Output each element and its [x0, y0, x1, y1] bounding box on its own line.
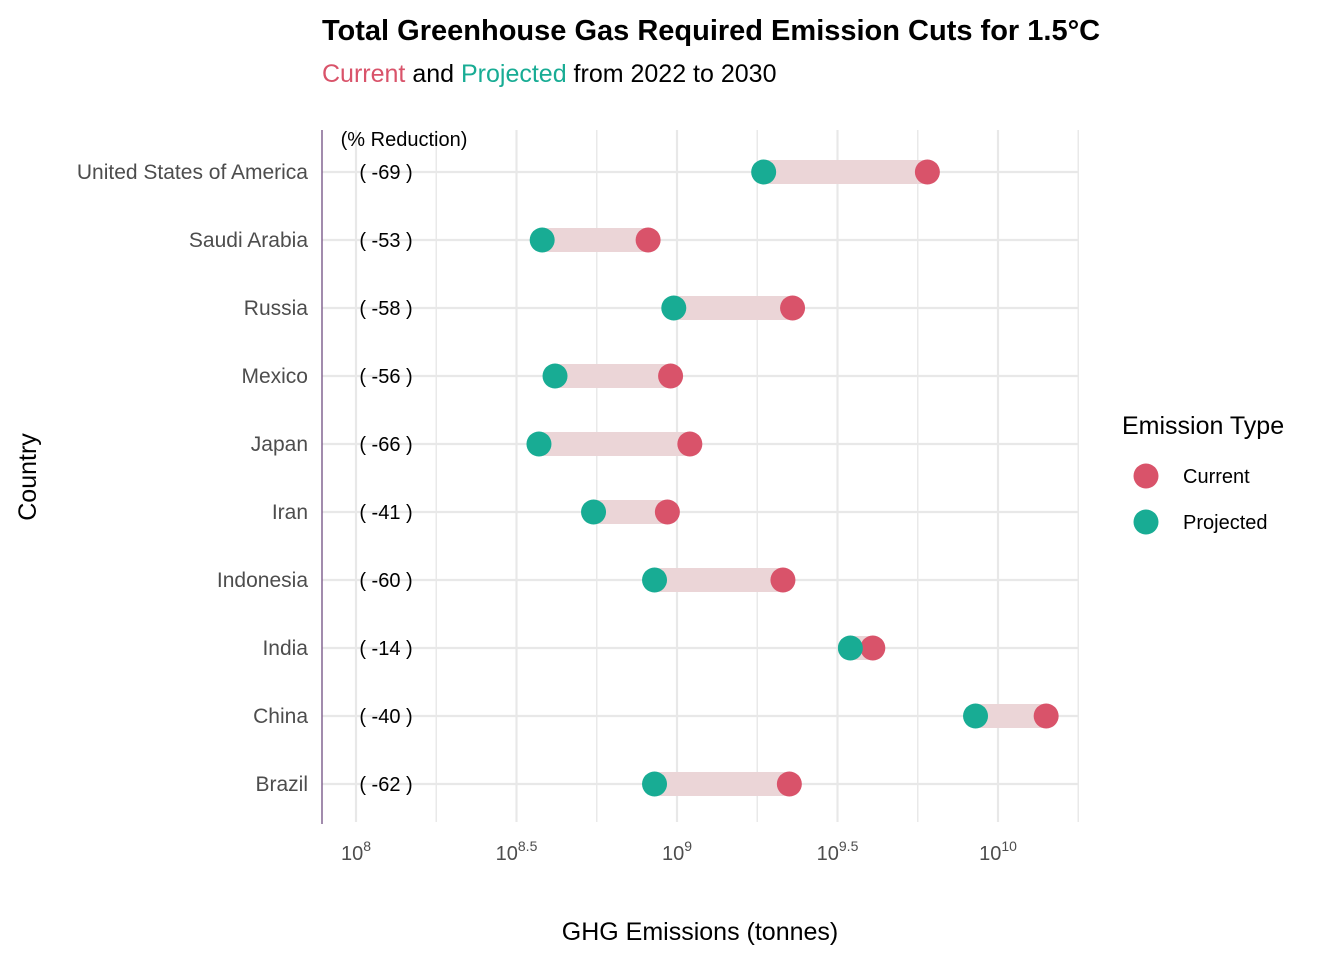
country-label: India [262, 637, 308, 660]
reduction-label: ( -60 ) [359, 570, 412, 592]
legend-swatch [1133, 463, 1159, 489]
subtitle-projected: Projected [461, 60, 567, 88]
subtitle-range: from 2022 to 2030 [567, 60, 777, 88]
current-point [677, 431, 703, 457]
country-label: Japan [251, 433, 308, 456]
reduction-labels: ( -69 ) ( -53 ) ( -58 ) ( -56 ) ( -66 ) ( -41… [359, 162, 412, 796]
current-point [780, 295, 806, 321]
projected-point [581, 499, 607, 525]
y-axis-title: Country [14, 433, 42, 521]
current-point [635, 227, 661, 253]
x-tick-label: 1010 [979, 838, 1017, 865]
country-label: Brazil [255, 773, 308, 796]
legend-swatch [1133, 509, 1159, 535]
legend-title: Emission Type [1122, 412, 1284, 440]
x-tick-label: 108 [341, 838, 371, 865]
country-label: China [253, 705, 308, 728]
projected-point [661, 295, 687, 321]
current-point [860, 635, 886, 661]
current-point [770, 567, 796, 593]
projected-point [542, 363, 568, 389]
x-tick-label: 108.5 [496, 838, 538, 865]
reduction-label: ( -41 ) [359, 502, 412, 524]
current-point [776, 771, 802, 797]
projected-point [529, 227, 555, 253]
y-tick-labels: United States of America Saudi Arabia Russ… [77, 161, 308, 796]
reduction-label: ( -56 ) [359, 366, 412, 388]
reduction-label: ( -69 ) [359, 162, 412, 184]
country-label: United States of America [77, 161, 308, 184]
points [526, 159, 1059, 797]
projected-point [837, 635, 863, 661]
projected-point [751, 159, 777, 185]
projected-point [526, 431, 552, 457]
projected-point [642, 771, 668, 797]
x-tick-labels: 108 108.5 109 109.5 1010 [341, 838, 1017, 865]
reduction-label: ( -58 ) [359, 298, 412, 320]
subtitle-current: Current [322, 60, 405, 88]
projected-point [963, 703, 989, 729]
reduction-label: ( -14 ) [359, 638, 412, 660]
chart-title: Total Greenhouse Gas Required Emission C… [322, 15, 1100, 47]
current-point [654, 499, 680, 525]
current-point [914, 159, 940, 185]
pct-header: (% Reduction) [341, 129, 468, 151]
reduction-label: ( -62 ) [359, 774, 412, 796]
legend: Emission Type Current Projected [1122, 412, 1284, 535]
chart-subtitle: Current and Projected from 2022 to 2030 [322, 60, 776, 88]
country-label: Mexico [241, 365, 308, 388]
legend-label: Projected [1183, 512, 1268, 534]
country-label: Iran [272, 501, 308, 524]
x-axis-title: GHG Emissions (tonnes) [562, 918, 838, 946]
projected-point [642, 567, 668, 593]
subtitle-and: and [405, 60, 461, 88]
current-point [1033, 703, 1059, 729]
reduction-label: ( -40 ) [359, 706, 412, 728]
legend-label: Current [1183, 466, 1250, 488]
country-label: Russia [244, 297, 309, 320]
reduction-label: ( -66 ) [359, 434, 412, 456]
current-point [658, 363, 684, 389]
country-label: Saudi Arabia [189, 229, 308, 252]
x-tick-label: 109 [662, 838, 692, 865]
reduction-label: ( -53 ) [359, 230, 412, 252]
country-label: Indonesia [217, 569, 308, 592]
segments [538, 160, 1047, 796]
x-tick-label: 109.5 [817, 838, 859, 865]
